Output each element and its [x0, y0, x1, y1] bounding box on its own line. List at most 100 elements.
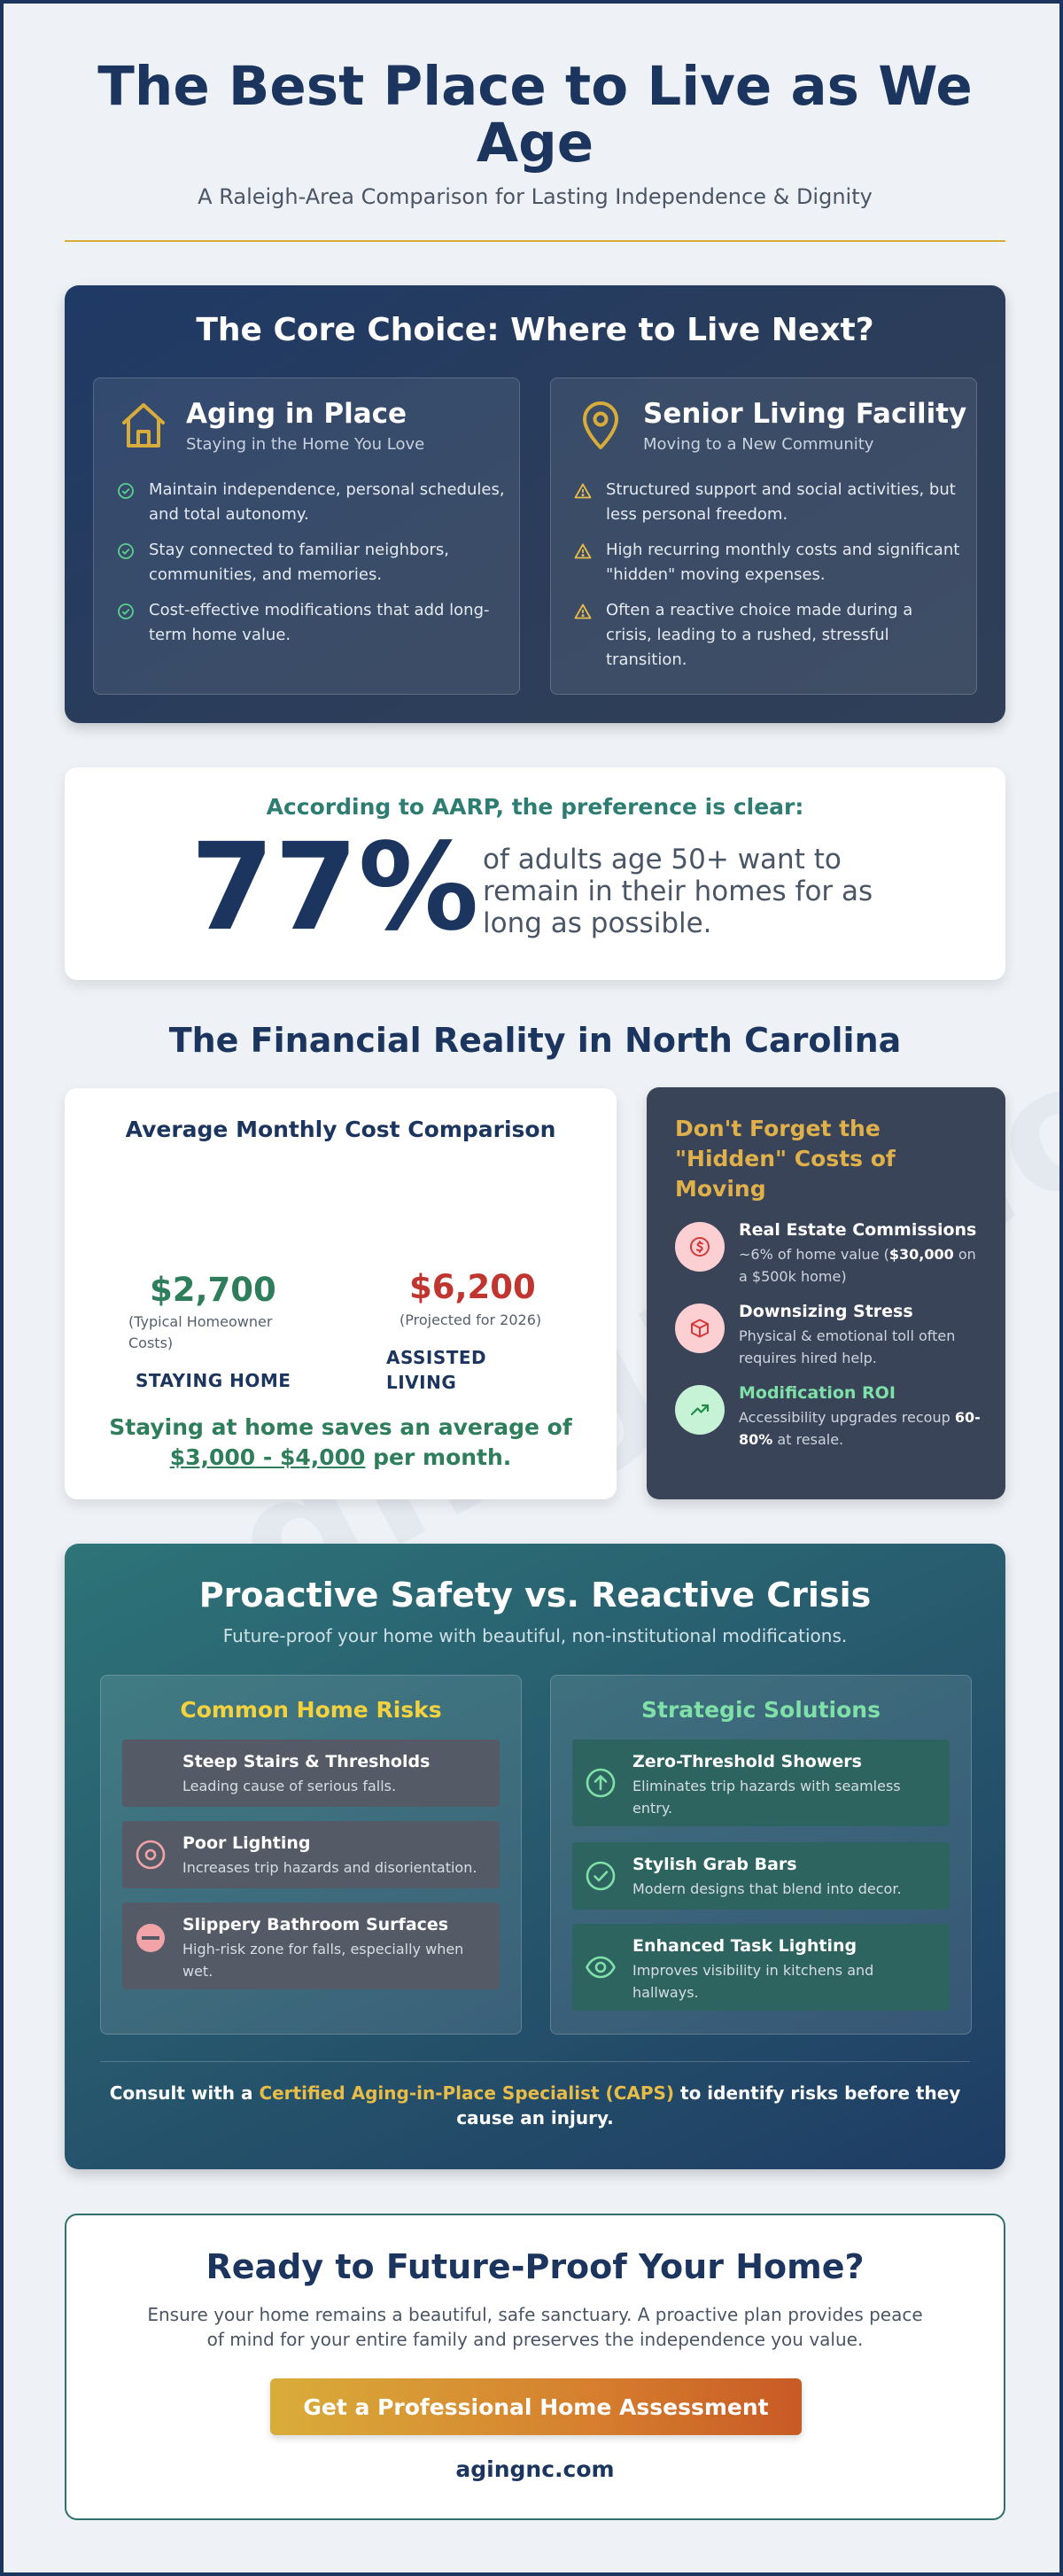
hidden-cost-text: ~6% of home value ($30,000 on a $500k ho…	[739, 1246, 976, 1285]
hidden-cost-heading: Modification ROI	[739, 1383, 896, 1403]
hidden-cost-text: Accessibility upgrades recoup 60-80% at …	[739, 1409, 981, 1448]
senior-living-title: Senior Living Facility	[643, 398, 967, 430]
warning-icon	[574, 483, 592, 499]
risk-row: Slippery Bathroom Surfaces High-risk zon…	[122, 1903, 500, 1989]
check-circle-icon	[586, 1861, 616, 1891]
list-item: Cost-effective modifications that add lo…	[115, 598, 505, 648]
stat-intro: According to AARP, the preference is cle…	[266, 794, 804, 820]
list-item: Often a reactive choice made during a cr…	[572, 598, 962, 673]
aging-in-place-card: Aging in Place Staying in the Home You L…	[93, 377, 520, 695]
warning-icon	[574, 603, 592, 619]
hidden-cost-heading: Downsizing Stress	[739, 1302, 913, 1321]
financial-title: The Financial Reality in North Carolina	[168, 1021, 902, 1060]
aging-in-place-title: Aging in Place	[186, 398, 407, 430]
caps-consult-note: Consult with a Certified Aging-in-Place …	[100, 2081, 970, 2130]
list-item: High recurring monthly costs and signifi…	[572, 538, 962, 588]
senior-living-card: Senior Living Facility Moving to a New C…	[550, 377, 977, 695]
hidden-cost-icon-badge	[675, 1304, 725, 1353]
core-choice-title: The Core Choice: Where to Live Next?	[196, 312, 874, 348]
assisted-living-note: (Projected for 2026)	[400, 1311, 542, 1328]
cta-body: Ensure your home remains a beautiful, sa…	[147, 2304, 923, 2350]
cta-title: Ready to Future-Proof Your Home?	[206, 2247, 865, 2286]
cost-comparison-card: Average Monthly Cost Comparison $2,700 (…	[65, 1088, 617, 1499]
solution-text: Modern designs that blend into decor.	[632, 1880, 902, 1897]
hidden-costs-card: Don't Forget the "Hidden" Costs of Movin…	[647, 1087, 1005, 1499]
drawback-text: Often a reactive choice made during a cr…	[606, 601, 913, 669]
core-choice-section: The Core Choice: Where to Live Next? Agi…	[65, 285, 1005, 723]
solutions-column: Strategic Solutions Zero-Threshold Showe…	[550, 1675, 972, 2035]
consult-prefix: Consult with a	[109, 2082, 253, 2104]
aging-benefit-list: Maintain independence, personal schedule…	[115, 478, 505, 658]
solution-text: Improves visibility in kitchens and hall…	[632, 1962, 874, 2001]
cta-section: Ready to Future-Proof Your Home? Ensure …	[65, 2214, 1005, 2520]
risk-text: Leading cause of serious falls.	[182, 1778, 397, 1794]
risk-heading: Poor Lighting	[182, 1833, 311, 1853]
check-circle-icon	[118, 543, 134, 559]
target-icon	[136, 1840, 166, 1870]
solution-heading: Stylish Grab Bars	[632, 1855, 797, 1874]
hidden-cost-icon-badge	[675, 1385, 725, 1435]
warning-icon	[574, 543, 592, 559]
senior-living-subtitle: Moving to a New Community	[643, 435, 874, 454]
no-entry-icon	[136, 1924, 165, 1952]
solution-heading: Zero-Threshold Showers	[632, 1752, 862, 1771]
list-item: Structured support and social activities…	[572, 478, 962, 527]
safety-title: Proactive Safety vs. Reactive Crisis	[198, 1576, 872, 1615]
benefit-text: Cost-effective modifications that add lo…	[149, 601, 490, 644]
risk-text: High-risk zone for falls, especially whe…	[182, 1941, 464, 1980]
home-risks-column: Common Home Risks Steep Stairs & Thresho…	[100, 1675, 522, 2035]
hidden-cost-heading: Real Estate Commissions	[739, 1220, 977, 1240]
home-assessment-button[interactable]: Get a Professional Home Assessment	[270, 2378, 802, 2435]
hidden-cost-icon-badge	[675, 1222, 725, 1272]
drawback-text: High recurring monthly costs and signifi…	[606, 541, 960, 584]
trend-up-icon	[690, 1404, 710, 1416]
list-item: Stay connected to familiar neighbors, co…	[115, 538, 505, 588]
home-icon	[122, 403, 165, 447]
staying-home-note: (Typical Homeowner Costs)	[128, 1313, 273, 1351]
drawback-text: Structured support and social activities…	[606, 480, 956, 524]
safety-subtitle: Future-proof your home with beautiful, n…	[222, 1625, 848, 1646]
savings-summary: Staying at home saves an average of $3,0…	[65, 1413, 617, 1473]
dollar-icon	[690, 1237, 710, 1257]
arrow-up-circle-icon	[586, 1768, 616, 1798]
hidden-costs-title: Don't Forget the "Hidden" Costs of Movin…	[675, 1116, 896, 1202]
website-link[interactable]: agingnc.com	[455, 2456, 615, 2482]
solution-text: Eliminates trip hazards with seamless en…	[632, 1778, 901, 1817]
solution-heading: Enhanced Task Lighting	[632, 1936, 857, 1956]
header: The Best Place to Live as We Age A Ralei…	[65, 55, 1005, 210]
safety-divider	[100, 2061, 970, 2062]
solution-row: Enhanced Task Lighting Improves visibili…	[572, 1924, 950, 2011]
assisted-living-label: ASSISTED LIVING	[386, 1347, 487, 1393]
page-subtitle: A Raleigh-Area Comparison for Lasting In…	[198, 184, 873, 209]
page-title: The Best Place to Live as We Age	[97, 55, 973, 175]
staying-home-amount: $2,700	[150, 1271, 276, 1309]
eye-icon	[586, 1956, 616, 1979]
savings-prefix: Staying at home saves an average of	[109, 1414, 572, 1440]
header-divider	[65, 240, 1005, 242]
map-pin-icon	[583, 401, 618, 449]
list-item: Maintain independence, personal schedule…	[115, 478, 505, 527]
savings-range: $3,000 - $4,000	[169, 1444, 366, 1470]
box-icon	[691, 1319, 709, 1338]
check-circle-icon	[118, 603, 134, 619]
cost-comparison-title: Average Monthly Cost Comparison	[125, 1117, 556, 1142]
aarp-stat-card: According to AARP, the preference is cle…	[65, 767, 1005, 980]
benefit-text: Stay connected to familiar neighbors, co…	[149, 541, 449, 584]
aging-in-place-subtitle: Staying in the Home You Love	[186, 435, 425, 454]
caps-highlight: Certified Aging-in-Place Specialist (CAP…	[259, 2082, 675, 2104]
consult-suffix: to identify risks before they cause an i…	[456, 2082, 961, 2129]
assisted-living-amount: $6,200	[409, 1268, 536, 1306]
solutions-title: Strategic Solutions	[641, 1697, 881, 1723]
benefit-text: Maintain independence, personal schedule…	[149, 480, 505, 524]
solution-row: Stylish Grab Bars Modern designs that bl…	[572, 1842, 950, 1910]
safety-section: Proactive Safety vs. Reactive Crisis Fut…	[65, 1544, 1005, 2169]
risk-text: Increases trip hazards and disorientatio…	[182, 1859, 477, 1876]
savings-suffix: per month.	[373, 1444, 512, 1470]
risk-heading: Steep Stairs & Thresholds	[182, 1752, 431, 1771]
stat-description: of adults age 50+ want to remain in thei…	[483, 844, 873, 939]
stat-value: 77%	[190, 818, 479, 958]
home-risks-title: Common Home Risks	[180, 1697, 442, 1723]
risk-heading: Slippery Bathroom Surfaces	[182, 1915, 449, 1934]
hidden-cost-text: Physical & emotional toll often requires…	[739, 1327, 956, 1366]
